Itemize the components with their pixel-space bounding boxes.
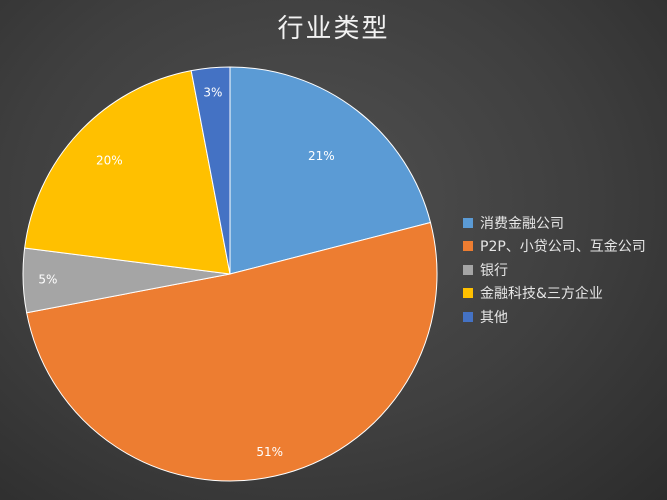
legend-label-2: 银行: [480, 262, 508, 279]
pie-slice-4: [190, 66, 231, 275]
legend-item-0: 消费金融公司: [463, 211, 646, 235]
legend-label-1: P2P、小贷公司、互金公司: [480, 239, 646, 256]
chart-title: 行业类型: [277, 14, 390, 44]
legend-swatch-3: [463, 288, 473, 299]
legend-item-1: P2P、小贷公司、互金公司: [463, 235, 646, 259]
legend-label-3: 金融科技&三方企业: [480, 286, 603, 303]
pie-slice-1: [26, 221, 438, 482]
legend: 消费金融公司 P2P、小贷公司、互金公司 银行金融科技&三方企业 其他: [463, 211, 646, 329]
legend-label-4: 其他: [480, 309, 508, 326]
legend-swatch-1: [463, 241, 473, 252]
data-label-2: 5%: [38, 273, 57, 287]
legend-item-3: 金融科技&三方企业: [463, 282, 646, 306]
legend-label-0: 消费金融公司: [480, 215, 564, 232]
pie-slice-0: [229, 66, 432, 275]
data-label-0: 21%: [308, 149, 335, 163]
legend-swatch-4: [463, 311, 473, 322]
data-label-1: 51%: [256, 445, 283, 459]
legend-item-4: 其他: [463, 305, 646, 329]
pie-slice-3: [24, 70, 231, 275]
data-label-4: 3%: [203, 86, 222, 100]
legend-swatch-0: [463, 217, 473, 228]
data-label-3: 20%: [96, 154, 123, 168]
legend-swatch-2: [463, 264, 473, 275]
legend-item-2: 银行: [463, 258, 646, 282]
